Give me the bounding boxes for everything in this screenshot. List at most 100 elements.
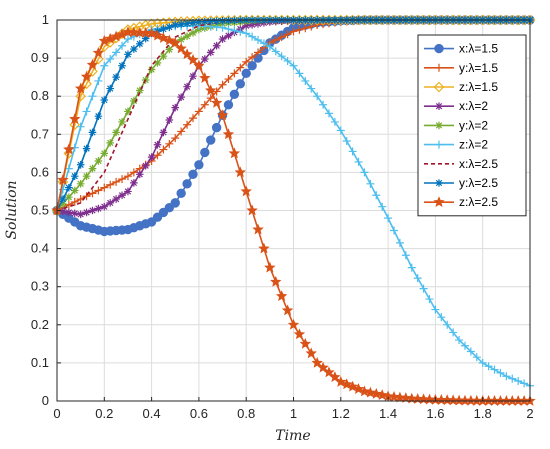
data-point (92, 46, 105, 58)
data-point (376, 389, 388, 401)
data-point (348, 147, 357, 156)
data-point (330, 117, 339, 126)
data-point (123, 172, 132, 181)
data-point (130, 97, 138, 105)
data-point (193, 59, 205, 71)
data-point (370, 388, 382, 399)
data-point (435, 102, 443, 110)
legend-label: x:λ=2.5 (459, 157, 498, 171)
data-point (307, 84, 316, 93)
series-8 (51, 26, 536, 406)
data-point (171, 103, 180, 112)
data-point (169, 36, 181, 48)
data-point (425, 295, 434, 304)
data-point (212, 87, 221, 96)
data-point (182, 179, 192, 189)
data-point (124, 50, 132, 59)
data-point (472, 353, 481, 362)
data-point (70, 172, 79, 181)
x-axis-label: Time (275, 428, 310, 444)
data-point (212, 41, 221, 50)
data-point (433, 81, 445, 93)
data-point (229, 89, 240, 99)
data-point (247, 61, 257, 71)
data-point (234, 166, 246, 178)
data-point (336, 126, 345, 135)
data-point (118, 61, 126, 70)
data-point (275, 290, 288, 302)
data-point (70, 197, 79, 206)
data-point (323, 366, 335, 378)
data-point (419, 284, 428, 293)
data-point (94, 76, 103, 85)
data-point (254, 48, 263, 57)
data-point (223, 100, 234, 110)
data-point (366, 179, 375, 188)
legend-item: y:λ=2 (424, 118, 488, 132)
legend-item: z:λ=2.5 (424, 195, 498, 209)
data-point (106, 139, 115, 147)
data-point (153, 140, 162, 149)
data-point (449, 328, 458, 337)
data-point (80, 70, 93, 82)
legend-item: x:λ=2.5 (424, 157, 498, 171)
data-point (206, 135, 216, 145)
data-point (159, 145, 168, 154)
data-point (195, 18, 203, 26)
data-point (88, 128, 97, 137)
data-point (222, 128, 235, 140)
data-point (295, 25, 304, 34)
x-tick-label: 0.6 (190, 406, 208, 421)
data-point (478, 358, 487, 367)
data-point (242, 57, 251, 66)
data-point (265, 42, 274, 51)
data-point (100, 96, 109, 104)
data-point (259, 39, 268, 48)
data-point (64, 200, 73, 209)
data-point (271, 47, 280, 56)
legend-label: z:λ=1.5 (459, 80, 498, 94)
data-point (159, 25, 168, 33)
data-point (218, 35, 227, 43)
data-point (241, 68, 251, 79)
data-point (100, 183, 109, 192)
data-point (171, 134, 180, 143)
data-point (76, 180, 85, 188)
data-point (74, 82, 87, 94)
data-point (153, 151, 162, 160)
data-point (248, 32, 257, 41)
data-point (94, 112, 103, 121)
data-point (141, 34, 150, 43)
data-point (460, 341, 469, 350)
data-point (224, 25, 233, 34)
data-point (271, 36, 280, 45)
data-point (394, 391, 406, 403)
legend-label: y:λ=2 (459, 118, 488, 132)
legend-label: x:λ=2 (459, 99, 488, 113)
data-point (277, 52, 286, 61)
data-point (434, 43, 444, 54)
data-point (135, 40, 144, 48)
data-point (264, 261, 276, 273)
data-point (289, 61, 298, 70)
legend: x:λ=1.5 y:λ=1.5 z:λ=1.5 x:λ=2 y:λ=2 z:λ=2 x:λ=… (417, 34, 527, 217)
data-point (94, 204, 103, 213)
data-point (437, 313, 446, 322)
data-point (124, 187, 132, 196)
data-point (287, 318, 300, 330)
data-point (183, 32, 191, 40)
data-point (502, 372, 511, 381)
data-point (176, 188, 186, 199)
y-tick-label: 0.3 (31, 279, 49, 294)
x-tick-label: 1.8 (474, 406, 492, 421)
data-point (205, 84, 217, 96)
data-point (63, 143, 75, 155)
y-axis-label: Solution (4, 180, 20, 239)
data-point (177, 93, 185, 101)
data-point (384, 214, 393, 223)
data-point (130, 179, 138, 187)
data-point (390, 226, 399, 235)
data-point (147, 65, 156, 74)
x-tick-label: 0.2 (95, 406, 113, 421)
data-point (194, 160, 204, 170)
